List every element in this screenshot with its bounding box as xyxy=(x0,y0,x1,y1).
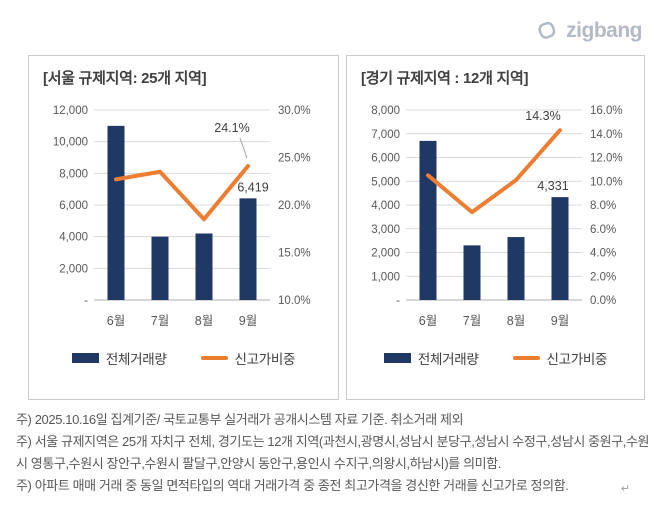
svg-text:6,000: 6,000 xyxy=(371,153,400,165)
svg-text:-: - xyxy=(396,295,400,307)
paragraph-return-mark: ↵ xyxy=(620,483,630,495)
svg-text:25.0%: 25.0% xyxy=(278,153,311,165)
svg-text:12,000: 12,000 xyxy=(52,105,87,117)
svg-text:6월: 6월 xyxy=(106,314,124,328)
svg-text:8,000: 8,000 xyxy=(371,105,400,117)
svg-text:12.0%: 12.0% xyxy=(590,153,623,165)
svg-text:14.3%: 14.3% xyxy=(525,109,560,123)
legend-item-newhigh: 신고가비중 xyxy=(512,348,608,368)
gyeonggi-chart-title: [경기 규제지역 : 12개 지역] xyxy=(361,70,529,87)
svg-text:5,000: 5,000 xyxy=(371,176,400,188)
legend-item-newhigh: 신고가비중 xyxy=(200,348,296,368)
line-swatch-icon xyxy=(512,356,540,360)
svg-text:-: - xyxy=(84,295,88,307)
gyeonggi-chart-panel: [경기 규제지역 : 12개 지역] - 1,000 2,000 3,000 4,000… xyxy=(346,55,645,400)
svg-text:6,419: 6,419 xyxy=(237,180,268,194)
svg-text:2,000: 2,000 xyxy=(371,248,400,260)
svg-text:4,331: 4,331 xyxy=(537,179,568,193)
gyeonggi-chart-legend: 전체거래량 신고가비중 xyxy=(347,348,644,368)
legend-label-newhigh: 신고가비중 xyxy=(234,352,296,367)
svg-text:10.0%: 10.0% xyxy=(590,176,623,188)
svg-text:6.0%: 6.0% xyxy=(590,224,616,236)
svg-text:7월: 7월 xyxy=(150,314,168,328)
svg-text:9월: 9월 xyxy=(238,314,256,328)
legend-label-volume: 전체거래량 xyxy=(105,352,167,367)
seoul-chart-legend: 전체거래량 신고가비중 xyxy=(29,348,338,368)
bar-swatch-icon xyxy=(71,353,99,363)
svg-text:6월: 6월 xyxy=(418,314,436,328)
svg-text:30.0%: 30.0% xyxy=(278,105,311,117)
svg-text:24.1%: 24.1% xyxy=(214,121,249,135)
zigbang-logo-text: zigbang xyxy=(566,18,642,42)
svg-text:10.0%: 10.0% xyxy=(278,295,311,307)
legend-item-volume: 전체거래량 xyxy=(71,348,167,368)
footnote-regions: 주) 서울 규제지역은 25개 자치구 전체, 경기도는 12개 지역(과천시,… xyxy=(16,434,650,471)
bar-swatch-icon xyxy=(383,353,411,363)
svg-text:14.0%: 14.0% xyxy=(590,129,623,141)
zigbang-logo: zigbang xyxy=(535,18,642,42)
svg-text:6,000: 6,000 xyxy=(59,200,88,212)
seoul-chart-panel: [서울 규제지역: 25개 지역] - 2,000 4,000 6,000 8,000 1… xyxy=(28,55,339,400)
svg-text:15.0%: 15.0% xyxy=(278,248,311,260)
svg-text:8.0%: 8.0% xyxy=(590,200,616,212)
svg-text:8월: 8월 xyxy=(194,314,212,328)
svg-text:4,000: 4,000 xyxy=(59,232,88,244)
svg-text:9월: 9월 xyxy=(550,314,568,328)
svg-text:4,000: 4,000 xyxy=(371,200,400,212)
zigbang-logo-icon xyxy=(538,21,556,39)
svg-text:7월: 7월 xyxy=(462,314,480,328)
footnote-definition: 주) 아파트 매매 거래 중 동일 면적타입의 역대 거래가격 중 종전 최고가… xyxy=(16,478,569,493)
svg-text:10,000: 10,000 xyxy=(52,137,87,149)
svg-text:3,000: 3,000 xyxy=(371,224,400,236)
legend-label-newhigh: 신고가비중 xyxy=(546,352,608,367)
footnote-source: 주) 2025.10.16일 집계기준/ 국토교통부 실거래가 공개시스템 자료… xyxy=(16,412,464,427)
seoul-chart-plot: - 2,000 4,000 6,000 8,000 10,000 12,000 10.0% 15… xyxy=(29,94,338,346)
svg-text:0.0%: 0.0% xyxy=(590,295,616,307)
gyeonggi-chart-plot: - 1,000 2,000 3,000 4,000 5,000 6,000 7,000 8,00… xyxy=(347,94,644,346)
svg-text:2.0%: 2.0% xyxy=(590,271,616,283)
seoul-chart-title: [서울 규제지역: 25개 지역] xyxy=(43,70,207,87)
line-swatch-icon xyxy=(200,356,228,360)
svg-text:2,000: 2,000 xyxy=(59,263,88,275)
svg-text:4.0%: 4.0% xyxy=(590,248,616,260)
svg-text:8월: 8월 xyxy=(506,314,524,328)
svg-text:8,000: 8,000 xyxy=(59,168,88,180)
svg-text:1,000: 1,000 xyxy=(371,271,400,283)
svg-text:16.0%: 16.0% xyxy=(590,105,623,117)
legend-item-volume: 전체거래량 xyxy=(383,348,479,368)
footnotes-block: 주) 2025.10.16일 집계기준/ 국토교통부 실거래가 공개시스템 자료… xyxy=(16,409,658,497)
svg-text:7,000: 7,000 xyxy=(371,129,400,141)
legend-label-volume: 전체거래량 xyxy=(417,352,479,367)
svg-text:20.0%: 20.0% xyxy=(278,200,311,212)
